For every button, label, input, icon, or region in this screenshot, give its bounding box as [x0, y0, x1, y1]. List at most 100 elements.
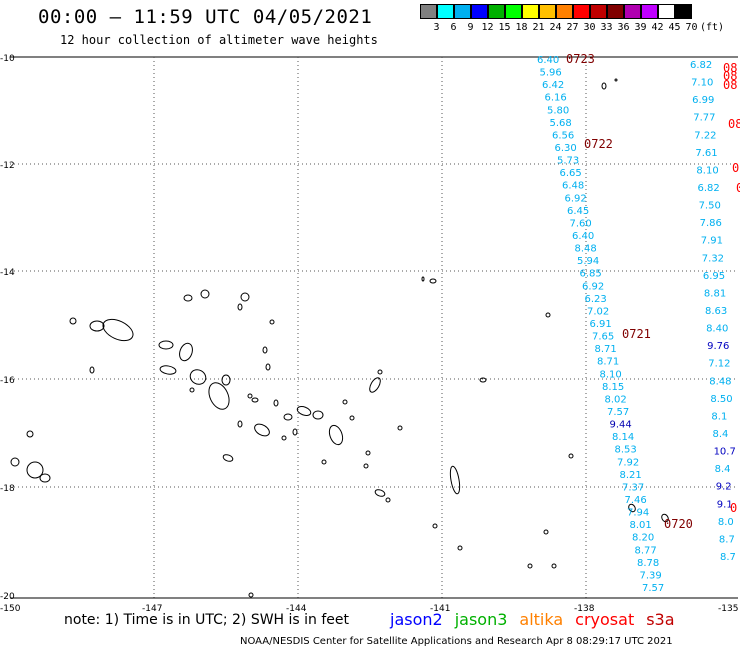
track-value-label: 7.94: [627, 508, 649, 519]
island-outline: [601, 82, 607, 90]
track-value-label: 6.85: [580, 269, 602, 280]
track-value-label-right: 8.7: [720, 552, 736, 563]
track-value-label: 8.77: [635, 545, 657, 556]
island-outline: [421, 276, 425, 282]
island-outline: [543, 529, 549, 535]
track-value-label: 8.01: [630, 520, 652, 531]
track-value-label: 5.73: [557, 156, 579, 167]
track-value-label-right: 8.50: [710, 394, 732, 405]
legend-label: 18: [515, 22, 528, 33]
legend-label: 70: [685, 22, 698, 33]
page-title: 00:00 – 11:59 UTC 04/05/2021: [38, 6, 373, 28]
legend-label: 15: [498, 22, 511, 33]
legend-swatch-5: [505, 4, 522, 19]
island-outline: [292, 428, 298, 436]
track-value-label: 8.48: [575, 244, 597, 255]
satellite-s3a: s3a: [646, 610, 675, 629]
track-value-label: 8.14: [612, 432, 634, 443]
legend-label: 24: [549, 22, 562, 33]
legend-label: 45: [668, 22, 681, 33]
track-value-label: 7.92: [617, 457, 639, 468]
track-value-label-right: 6.99: [692, 95, 714, 106]
track-value-label: 7.02: [587, 306, 609, 317]
track-value-label-right: 9.76: [707, 341, 729, 352]
island-outline: [432, 523, 438, 529]
track-value-label-right: 7.50: [699, 201, 721, 212]
legend-swatch-4: [488, 4, 505, 19]
lat-tick-label: -20: [0, 592, 15, 602]
legend-label: 39: [634, 22, 647, 33]
island-outline: [221, 374, 231, 386]
track-value-label-right: 8.4: [713, 429, 729, 440]
pass-time-label: 0720: [664, 517, 693, 531]
island-outline: [102, 318, 134, 342]
island-outline: [545, 312, 551, 318]
pass-time-label: 0723: [566, 52, 595, 66]
track-value-label: 7.37: [622, 482, 644, 493]
legend-swatch-15: [675, 4, 692, 19]
island-outline: [10, 457, 20, 467]
lat-tick-label: -14: [0, 268, 15, 278]
pass-time-label-right: 0: [736, 181, 740, 195]
island-outline: [251, 397, 259, 403]
lon-tick-label: -138: [574, 604, 595, 614]
track-value-label-right: 9.2: [716, 482, 732, 493]
track-value-label-right: 6.82: [690, 60, 712, 71]
track-value-label: 6.16: [545, 93, 567, 104]
island-outline: [527, 563, 533, 569]
island-outline: [269, 319, 275, 325]
pass-time-label-right: 08: [728, 117, 740, 131]
track-value-label: 7.46: [625, 495, 647, 506]
island-outline: [377, 369, 383, 375]
pass-time-label: 0721: [622, 327, 651, 341]
track-value-label: 8.71: [595, 344, 617, 355]
track-value-label: 8.21: [620, 470, 642, 481]
island-outline: [237, 420, 243, 428]
island-outline: [365, 450, 371, 456]
track-value-label: 6.56: [552, 130, 574, 141]
track-value-label-right: 7.61: [695, 148, 717, 159]
island-outline: [369, 377, 381, 393]
island-outline: [39, 473, 51, 483]
color-legend: [420, 4, 692, 20]
island-outline: [321, 459, 327, 465]
lon-tick-label: -150: [0, 604, 21, 614]
track-value-label-right: 6.95: [703, 271, 725, 282]
island-outline: [208, 382, 230, 410]
island-outline: [614, 78, 618, 82]
island-outline: [89, 320, 105, 332]
island-outline: [449, 465, 461, 495]
track-value-label-right: 7.77: [693, 113, 715, 124]
island-outline: [568, 453, 574, 459]
lat-tick-label: -10: [0, 54, 15, 64]
track-value-label-right: 8.1: [711, 411, 727, 422]
legend-label: 36: [617, 22, 630, 33]
legend-label: 9: [467, 22, 474, 33]
track-value-label: 8.78: [637, 558, 659, 569]
track-value-label-right: 6.82: [698, 183, 720, 194]
pass-time-label-right: 08: [723, 61, 737, 75]
track-value-label: 6.65: [560, 168, 582, 179]
track-value-label: 6.48: [562, 181, 584, 192]
track-value-label: 6.92: [565, 193, 587, 204]
island-outline: [342, 399, 348, 405]
island-outline: [240, 292, 250, 302]
legend-swatch-1: [437, 4, 454, 19]
pass-time-label: 0722: [584, 137, 613, 151]
page-subtitle: 12 hour collection of altimeter wave hei…: [60, 33, 378, 47]
island-outline: [26, 461, 44, 479]
legend-swatch-14: [658, 4, 675, 19]
legend-swatch-11: [607, 4, 624, 19]
satellite-legend: jason2 jason3 altika cryosat s3a: [390, 610, 687, 629]
track-value-label-right: 8.63: [705, 306, 727, 317]
pass-time-label-right: 08: [723, 69, 737, 83]
island-outline: [283, 413, 293, 421]
island-outline: [429, 278, 437, 284]
island-outline: [457, 545, 463, 551]
legend-swatch-3: [471, 4, 488, 19]
track-value-label: 7.60: [570, 218, 592, 229]
island-outline: [159, 365, 177, 375]
legend-swatch-7: [539, 4, 556, 19]
